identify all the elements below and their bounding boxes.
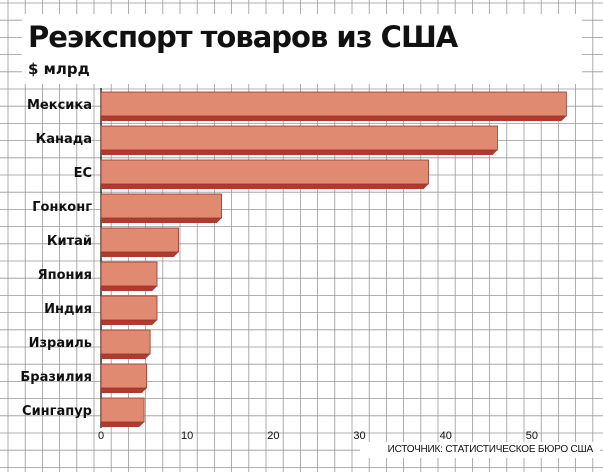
bar-face [100,295,158,321]
chart-title: Реэкспорт товаров из США [28,20,458,54]
category-label: Бразилия [20,370,92,385]
bar-2 [100,159,429,189]
bar-bottom-face [101,422,145,427]
category-label: Индия [44,302,92,317]
category-label: Израиль [29,336,92,351]
bar-face [100,227,179,253]
bar-bottom-face [101,252,179,257]
x-tick-label: 0 [98,430,104,442]
source-note: ИСТОЧНИК: СТАТИСТИЧЕСКОЕ БЮРО США [387,444,594,455]
x-axis-ticks: 0 10 20 30 40 50 [98,430,538,442]
bar-bottom-face [101,320,158,325]
bar-3 [100,193,223,223]
title-panel [22,14,582,84]
category-label: Япония [38,268,92,283]
bar-bottom-face [101,116,567,121]
bar-face [100,193,223,219]
bars [100,91,567,427]
bar-7 [100,329,151,359]
source-panel [360,442,600,458]
bar-face [100,159,429,185]
category-label: ЕС [74,166,92,181]
bar-0 [100,91,567,121]
x-tick-label: 50 [526,430,538,442]
bar-bottom-face [101,354,151,359]
bar-bottom-face [101,184,429,189]
bar-5 [100,261,158,291]
category-label: Мексика [27,98,92,113]
bar-4 [100,227,179,257]
bar-face [100,125,498,151]
bar-face [100,261,158,287]
bar-8 [100,363,148,393]
chart-unit: $ млрд [28,60,90,78]
bar-face [100,397,145,423]
bar-bottom-face [101,388,147,393]
x-tick-label: 30 [353,430,365,442]
category-label: Сингапур [22,404,92,419]
bar-1 [100,125,498,155]
bar-9 [100,397,145,427]
x-tick-label: 10 [181,430,193,442]
category-label: Канада [36,132,92,147]
bar-6 [100,295,158,325]
bar-bottom-face [101,150,498,155]
category-label: Гонконг [32,200,92,215]
category-label: Китай [47,234,92,249]
x-tick-label: 40 [440,430,452,442]
bar-bottom-face [101,286,158,291]
bar-face [100,363,148,389]
bar-bottom-face [101,218,222,223]
bar-face [100,329,151,355]
x-tick-label: 20 [267,430,279,442]
bar-face [100,91,567,117]
category-labels: Мексика Канада ЕС Гонконг Китай Япония Индия Из… [20,98,92,419]
